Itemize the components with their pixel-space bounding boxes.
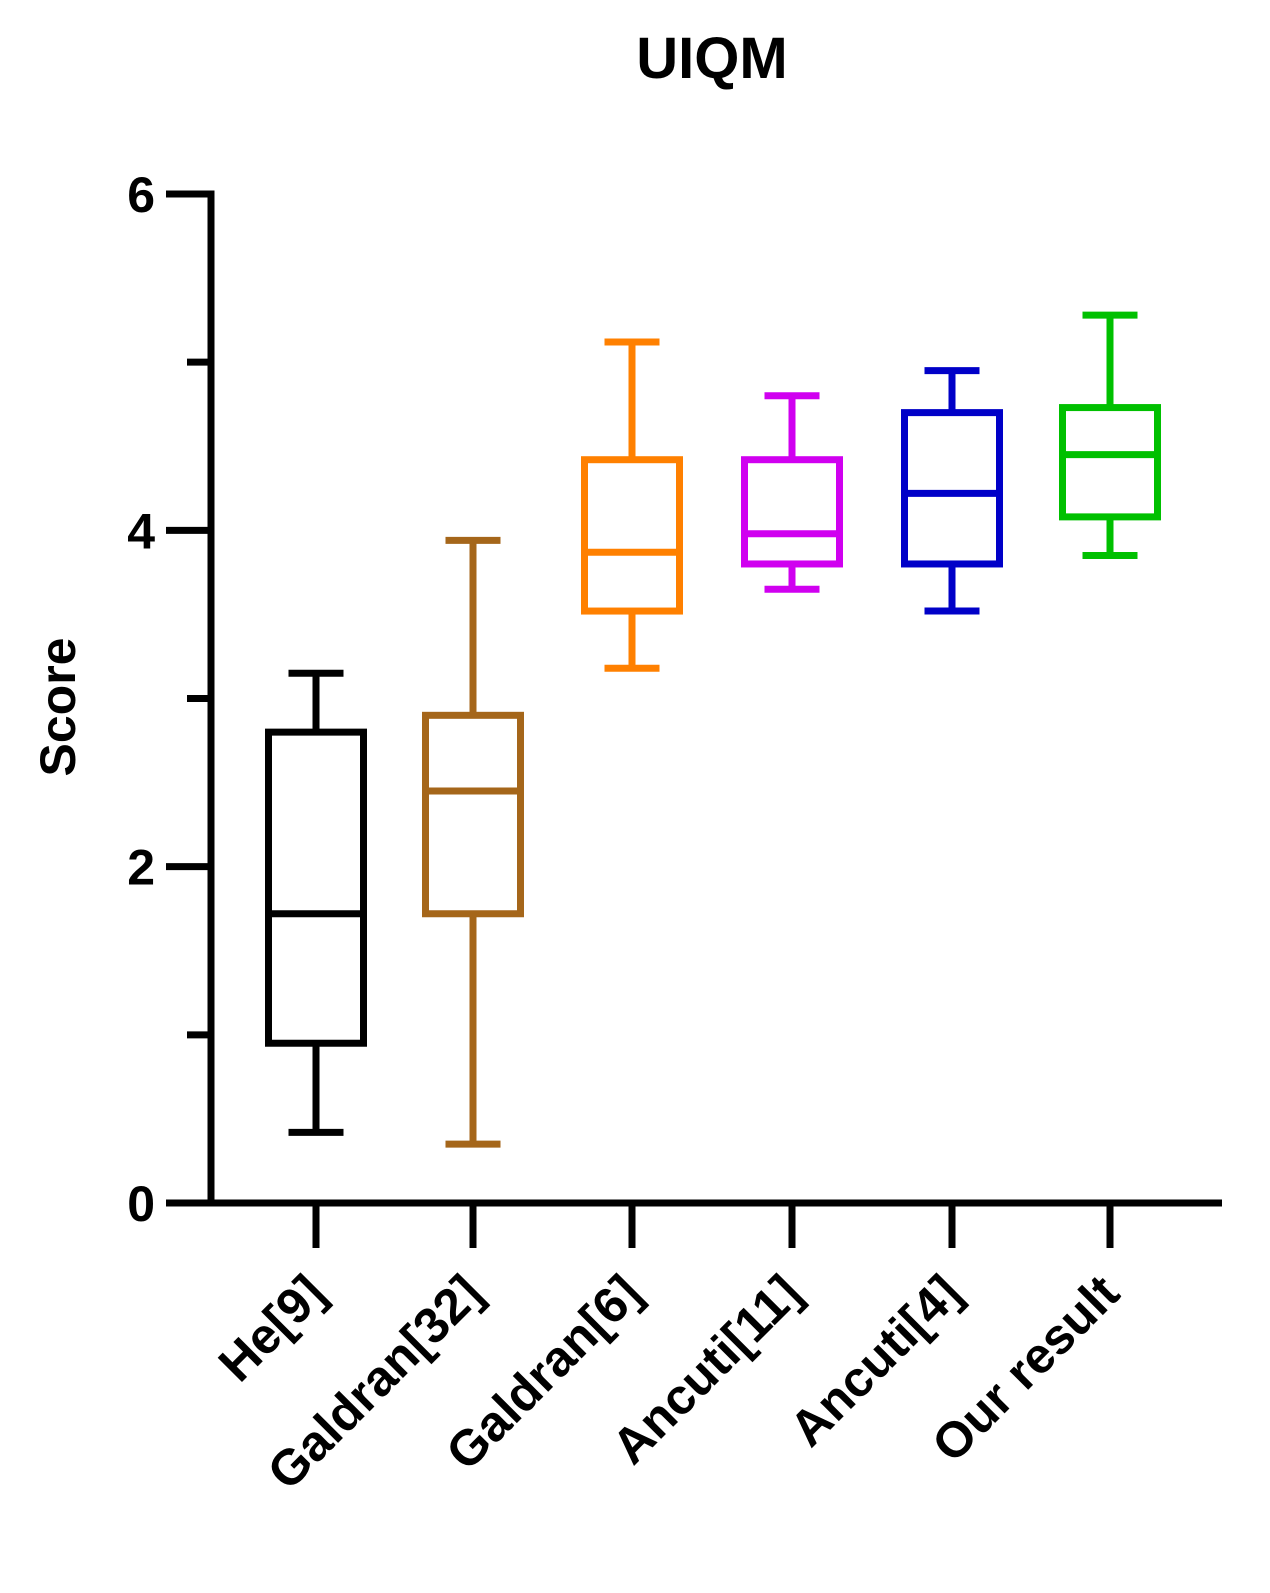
- x-tick-label: He[9]: [208, 1264, 336, 1392]
- y-tick-label: 6: [127, 167, 155, 223]
- y-tick-label: 4: [127, 503, 155, 559]
- box-4: [741, 392, 843, 593]
- box-1: [265, 669, 367, 1136]
- box-iqr: [741, 456, 843, 568]
- box-iqr: [265, 728, 367, 1047]
- box-2: [422, 536, 524, 1148]
- box-3: [581, 338, 683, 672]
- boxes-group: [265, 311, 1161, 1148]
- box-iqr: [901, 409, 1003, 568]
- box-5: [901, 367, 1003, 615]
- axes-group: 0246He[9]Galdran[32]Galdran[6]Ancuti[11]…: [127, 167, 1222, 1500]
- box-iqr: [1059, 404, 1161, 521]
- box-iqr: [581, 456, 683, 615]
- box-6: [1059, 311, 1161, 560]
- y-axis-label: Score: [30, 638, 86, 777]
- box-iqr: [422, 711, 524, 918]
- chart-title: UIQM: [636, 26, 787, 91]
- y-tick-label: 0: [127, 1176, 155, 1232]
- y-tick-label: 2: [127, 840, 155, 896]
